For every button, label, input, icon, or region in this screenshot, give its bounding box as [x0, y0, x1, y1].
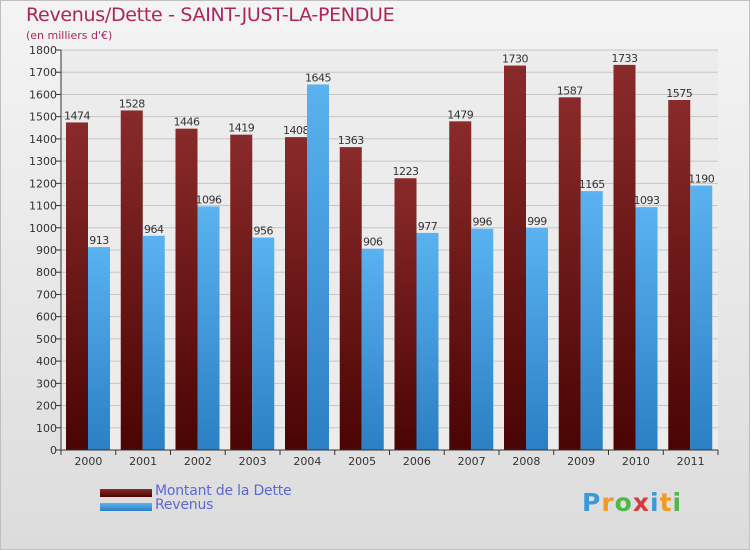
- bar-debt: [285, 137, 307, 450]
- y-tick-label: 600: [36, 311, 57, 324]
- bar-debt: [668, 100, 691, 450]
- y-tick-label: 200: [36, 400, 57, 413]
- x-tick-label: 2001: [129, 455, 157, 468]
- x-tick-label: 2008: [512, 455, 540, 468]
- x-tick-label: 2000: [74, 455, 102, 468]
- x-tick-label: 2007: [458, 455, 486, 468]
- y-tick-label: 1800: [29, 44, 57, 57]
- data-label-debt: 1733: [612, 52, 638, 65]
- y-tick-label: 1200: [29, 177, 57, 190]
- data-label-debt: 1446: [174, 116, 200, 129]
- logo-letter: t: [659, 488, 673, 517]
- legend-label-revenus: Revenus: [155, 497, 214, 513]
- data-label-revenus: 1093: [634, 194, 660, 207]
- bar-debt: [66, 122, 88, 450]
- y-tick-label: 1100: [29, 200, 57, 213]
- data-label-revenus: 913: [89, 234, 109, 247]
- data-label-debt: 1223: [393, 165, 419, 178]
- data-label-debt: 1474: [64, 109, 90, 122]
- data-label-revenus: 999: [527, 215, 547, 228]
- y-axis: 0 100 200 300 400 500 600 700 800 900 1000 1100 1200…: [29, 44, 62, 457]
- bar-revenus: [142, 235, 165, 450]
- bar-revenus: [471, 228, 494, 450]
- x-tick-label: 2010: [622, 455, 650, 468]
- x-tick-label: 2011: [677, 455, 705, 468]
- bar-revenus: [416, 232, 439, 450]
- data-label-debt: 1479: [447, 108, 473, 121]
- logo-letter: i: [650, 488, 660, 517]
- y-tick-label: 800: [36, 266, 57, 279]
- bar-revenus: [690, 185, 713, 451]
- data-label-debt: 1730: [502, 53, 528, 66]
- bar-debt: [339, 147, 362, 450]
- logo-letter: o: [614, 488, 633, 517]
- bar-debt: [175, 128, 198, 450]
- legend-label-debt: Montant de la Dette: [155, 483, 292, 499]
- data-label-debt: 1575: [666, 87, 692, 100]
- data-label-debt: 1528: [119, 97, 145, 110]
- x-tick-label: 2005: [348, 455, 376, 468]
- bar-debt: [449, 121, 472, 450]
- data-label-debt: 1587: [557, 84, 583, 97]
- logo-letter: r: [601, 488, 615, 517]
- y-tick-label: 900: [36, 244, 57, 257]
- data-label-revenus: 956: [254, 225, 274, 238]
- y-tick-label: 1400: [29, 133, 57, 146]
- data-label-revenus: 1165: [579, 178, 605, 191]
- data-label-revenus: 1645: [305, 71, 331, 84]
- y-tick-label: 700: [36, 288, 57, 301]
- data-label-revenus: 996: [473, 216, 493, 229]
- bars: 1474 913 1528 964 1446 1096 1419 956 1408 1645 136…: [64, 52, 715, 451]
- bar-revenus: [580, 191, 603, 450]
- y-tick-label: 1000: [29, 222, 57, 235]
- y-tick-label: 1500: [29, 111, 57, 124]
- y-tick-label: 0: [50, 444, 57, 457]
- logo-letter: x: [632, 488, 650, 517]
- data-label-revenus: 977: [418, 220, 438, 233]
- grid-lines: [61, 49, 718, 451]
- bar-revenus: [526, 228, 548, 450]
- data-label-revenus: 1096: [196, 193, 222, 206]
- x-tick-label: 2002: [184, 455, 212, 468]
- x-tick-label: 2006: [403, 455, 431, 468]
- legend-swatch-debt: [100, 489, 152, 497]
- data-label-debt: 1408: [283, 124, 309, 137]
- y-tick-label: 300: [36, 377, 57, 390]
- bar-revenus: [252, 237, 275, 450]
- bar-debt: [504, 65, 526, 451]
- bar-revenus: [635, 207, 658, 450]
- data-label-revenus: 1190: [688, 173, 714, 186]
- x-axis: 2000 2001 2002 2003 2004 2005 2006 2007 2008 2009…: [60, 449, 719, 468]
- bar-revenus: [88, 247, 110, 450]
- bar-debt: [120, 110, 143, 450]
- bar-revenus: [307, 84, 329, 450]
- bar-debt: [394, 178, 417, 450]
- x-tick-label: 2009: [567, 455, 595, 468]
- y-tick-label: 1600: [29, 88, 57, 101]
- bar-debt: [230, 134, 253, 450]
- y-tick-label: 1700: [29, 66, 57, 79]
- chart-title: Revenus/Dette - SAINT-JUST-LA-PENDUE: [26, 4, 395, 26]
- y-tick-label: 100: [36, 422, 57, 435]
- chart-subtitle: (en milliers d'€): [26, 29, 113, 42]
- y-tick-label: 400: [36, 355, 57, 368]
- logo-letter: P: [582, 488, 602, 517]
- bar-debt: [613, 64, 636, 450]
- x-tick-label: 2004: [293, 455, 321, 468]
- data-label-debt: 1363: [338, 134, 364, 147]
- bar-revenus: [361, 248, 384, 450]
- legend-swatch-revenus: [100, 503, 152, 511]
- proxiti-logo: Proxiti: [582, 488, 682, 517]
- x-tick-label: 2003: [239, 455, 267, 468]
- data-label-revenus: 906: [363, 236, 383, 249]
- logo-letter: i: [672, 488, 683, 517]
- bar-debt: [558, 97, 581, 450]
- y-tick-label: 1300: [29, 155, 57, 168]
- data-label-revenus: 964: [144, 223, 164, 236]
- y-tick-label: 500: [36, 333, 57, 346]
- data-label-debt: 1419: [228, 122, 254, 135]
- bar-revenus: [197, 206, 220, 450]
